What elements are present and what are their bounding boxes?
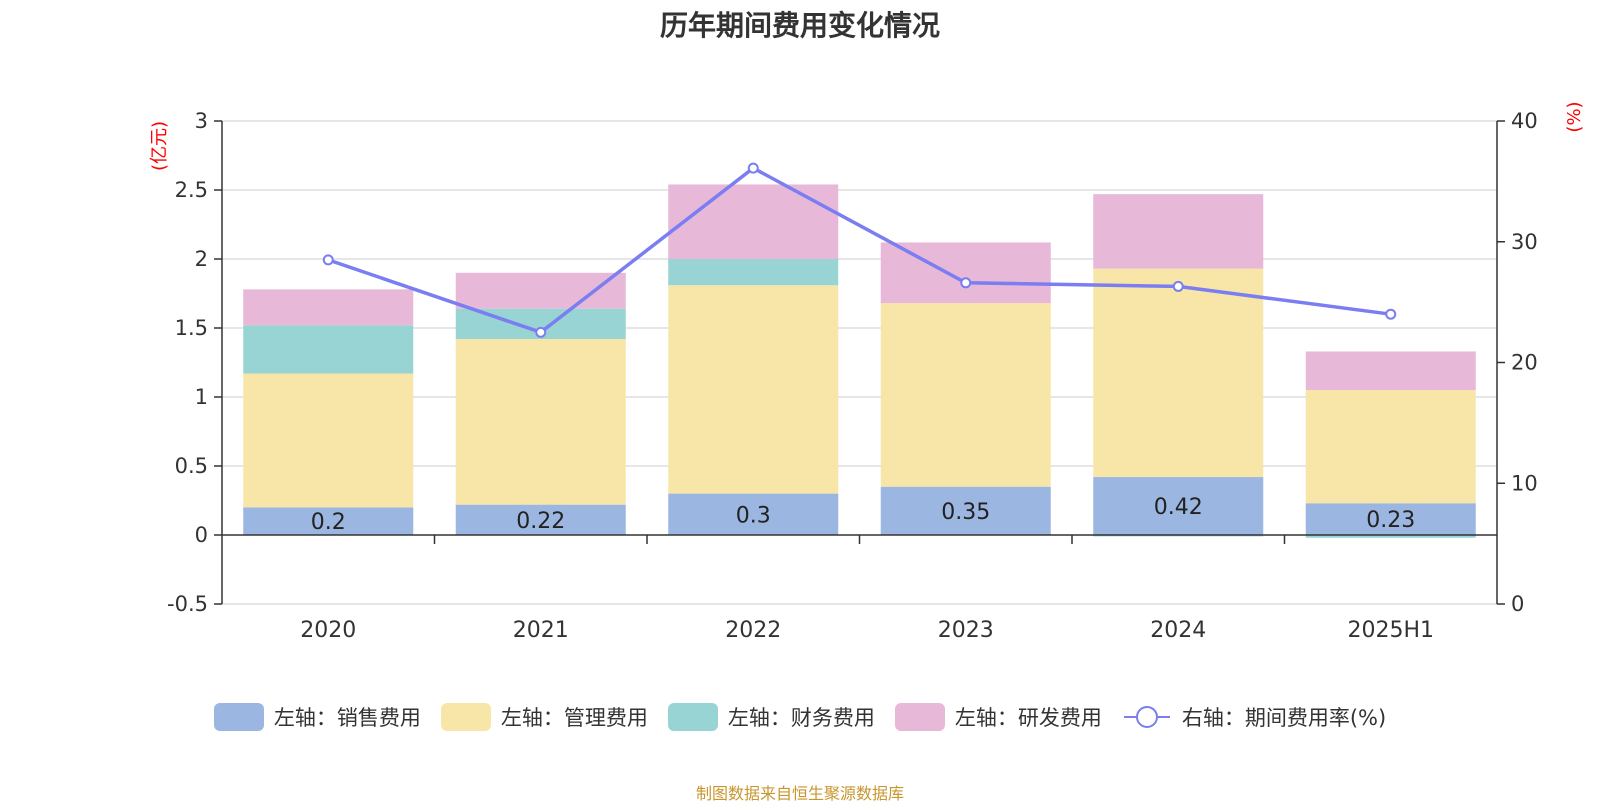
left-tick-label: 0.5 — [175, 454, 208, 478]
x-tick-label: 2024 — [1150, 618, 1206, 643]
x-tick-label: 2023 — [938, 618, 994, 643]
chart-title: 历年期间费用变化情况 — [659, 9, 940, 42]
legend-label: 左轴：财务费用 — [727, 706, 875, 730]
left-tick-label: 2 — [195, 247, 208, 271]
right-axis-unit: (%) — [1564, 101, 1585, 132]
legend-label: 左轴：管理费用 — [500, 706, 648, 730]
bar-segment — [243, 373, 414, 508]
source-note: 制图数据来自恒生聚源数据库 — [695, 784, 904, 803]
legend-item[interactable]: 右轴：期间费用率(%) — [1122, 702, 1386, 732]
chart-area: 0.2 0.22 0.3 0.35 0.420.23-0.500.511.522.530… — [149, 101, 1585, 643]
data-label: 0.22 — [516, 509, 565, 534]
legend-swatch — [213, 703, 264, 731]
left-tick-label: 1.5 — [175, 316, 208, 340]
legend-item[interactable]: 左轴：管理费用 — [440, 702, 648, 732]
line-point — [747, 162, 759, 174]
right-tick-label: 40 — [1511, 109, 1538, 133]
line-series-rate — [327, 166, 1391, 335]
legend-label: 左轴：研发费用 — [954, 706, 1102, 730]
bar-segment — [1305, 390, 1476, 504]
bar-segment — [880, 486, 1051, 535]
right-tick-label: 0 — [1511, 592, 1524, 616]
legend: 左轴：销售费用 左轴：管理费用 左轴：财务费用 左轴：研发费用 右轴：期间费用率(%) — [0, 702, 1600, 732]
x-tick-label: 2021 — [513, 618, 569, 643]
x-tick-label: 2020 — [300, 618, 356, 643]
right-tick-label: 20 — [1511, 351, 1538, 375]
legend-swatch — [894, 703, 945, 731]
legend-line-marker — [1123, 706, 1170, 728]
bar-segment — [455, 339, 626, 505]
bar-segment — [455, 504, 626, 535]
x-tick-label: 2025H1 — [1347, 618, 1434, 643]
bar-segment — [1093, 194, 1264, 269]
bar-segment — [1093, 268, 1264, 478]
right-tick-label: 30 — [1511, 230, 1538, 254]
bar-segment — [243, 507, 414, 535]
legend-label: 右轴：期间费用率(%) — [1181, 706, 1387, 730]
left-tick-label: 2.5 — [175, 178, 208, 202]
bar-segment — [1305, 535, 1476, 538]
line-point — [960, 277, 972, 289]
line-point — [535, 326, 547, 338]
x-tick-label: 2022 — [725, 618, 781, 643]
legend-swatch — [440, 703, 491, 731]
bar-segment — [668, 259, 839, 286]
line-point — [322, 254, 334, 266]
bar-segment — [668, 493, 839, 535]
left-tick-label: 1 — [195, 385, 208, 409]
left-tick-label: 0 — [195, 523, 208, 547]
legend-label: 左轴：销售费用 — [273, 706, 421, 730]
data-label: 0.3 — [736, 503, 771, 528]
data-label: 0.23 — [1366, 508, 1415, 533]
right-tick-label: 10 — [1511, 471, 1538, 495]
left-tick-label: 3 — [195, 109, 208, 133]
bar-segment — [243, 325, 414, 374]
left-tick-label: -0.5 — [167, 592, 208, 616]
bar-segment — [668, 184, 839, 259]
bar-segment — [243, 289, 414, 326]
legend-item[interactable]: 左轴：财务费用 — [667, 702, 875, 732]
line-point — [1385, 308, 1397, 320]
legend-swatch — [667, 703, 718, 731]
bar-segment — [1093, 477, 1264, 535]
data-label: 0.2 — [311, 510, 346, 535]
bar-segment — [880, 303, 1051, 487]
bar-segment — [455, 272, 626, 309]
left-axis-unit: (亿元) — [149, 121, 170, 171]
bar-segment — [668, 285, 839, 494]
legend-item[interactable]: 左轴：研发费用 — [894, 702, 1102, 732]
data-label: 0.35 — [941, 500, 990, 525]
line-point — [1172, 280, 1184, 292]
legend-item[interactable]: 左轴：销售费用 — [213, 702, 421, 732]
bar-segment — [1305, 503, 1476, 535]
bar-segment — [1305, 351, 1476, 391]
data-label: 0.42 — [1154, 495, 1203, 520]
